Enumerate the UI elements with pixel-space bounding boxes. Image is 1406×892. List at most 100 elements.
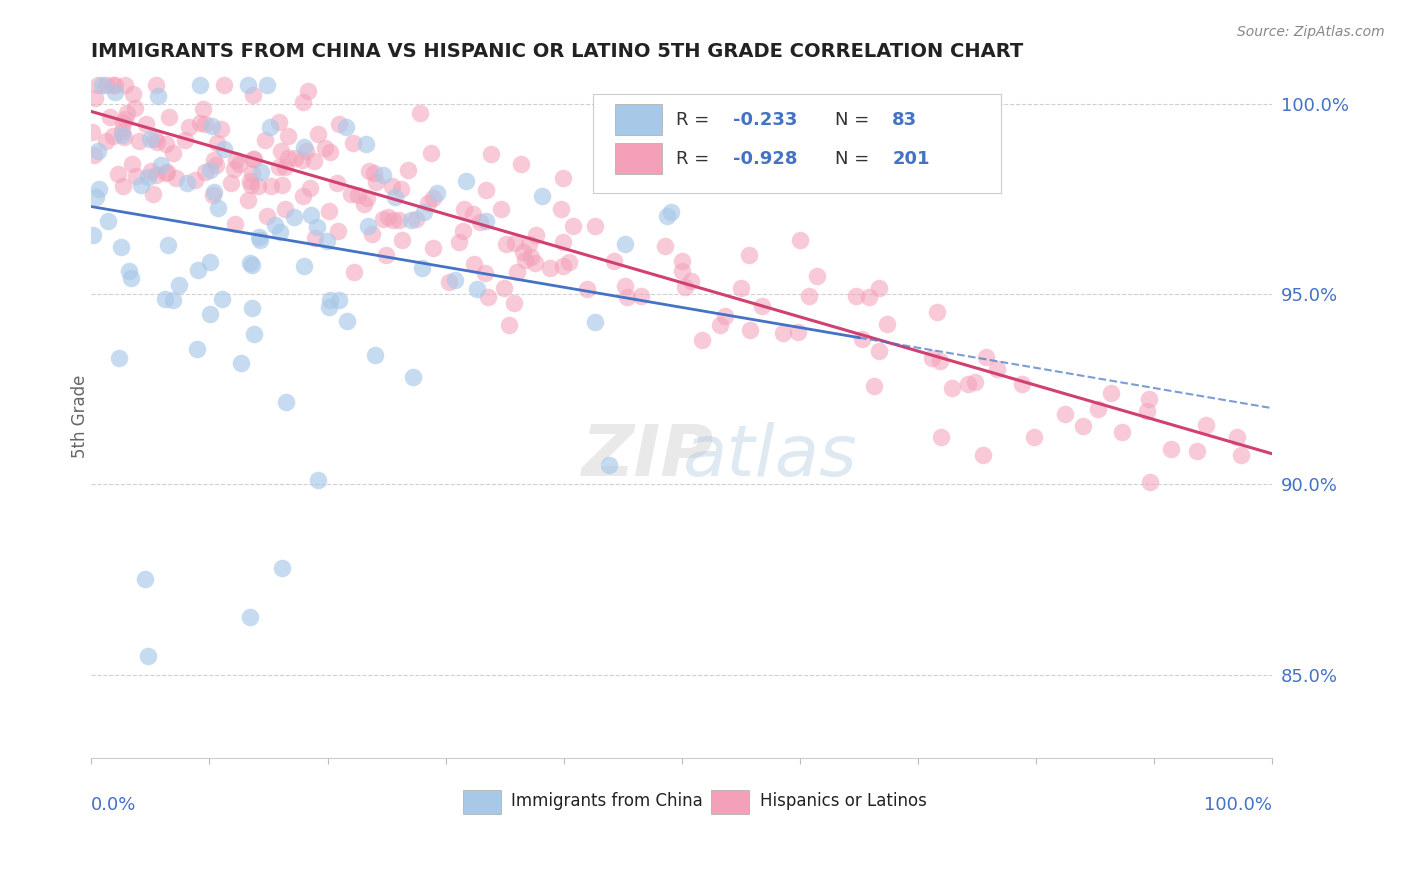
Point: [242, 152, 264, 166]
Point: [246, 178, 269, 193]
Point: [325, 176, 347, 190]
Point: [603, 254, 626, 268]
Point: [176, 176, 198, 190]
Point: [479, 147, 502, 161]
Point: [297, 84, 319, 98]
Point: [925, 305, 948, 319]
Point: [256, 210, 278, 224]
Point: [671, 253, 693, 268]
Point: [198, 307, 221, 321]
Text: ZIP: ZIP: [582, 423, 714, 491]
Point: [851, 332, 873, 346]
Point: [1053, 407, 1076, 421]
Point: [576, 282, 599, 296]
Point: [1011, 377, 1033, 392]
Point: [270, 145, 292, 159]
Point: [198, 255, 221, 269]
Point: [202, 185, 225, 199]
Point: [294, 144, 316, 158]
Point: [377, 210, 399, 224]
Point: [165, 170, 187, 185]
Point: [111, 179, 134, 194]
Point: [207, 201, 229, 215]
Point: [318, 203, 340, 218]
Point: [267, 161, 290, 175]
Point: [277, 129, 299, 144]
Point: [399, 212, 422, 227]
Point: [103, 129, 125, 144]
Point: [789, 234, 811, 248]
Point: [242, 88, 264, 103]
Point: [202, 153, 225, 167]
Point: [342, 136, 364, 150]
Text: N =: N =: [835, 150, 876, 168]
Point: [381, 178, 404, 193]
Point: [222, 162, 245, 177]
Point: [186, 263, 208, 277]
Point: [371, 212, 394, 227]
Point: [299, 208, 322, 222]
Point: [194, 117, 217, 131]
Text: 0.0%: 0.0%: [91, 796, 136, 814]
Text: Immigrants from China: Immigrants from China: [510, 792, 703, 810]
Point: [598, 458, 620, 472]
Point: [94, 78, 117, 92]
Point: [474, 183, 496, 197]
Point: [657, 209, 679, 223]
Point: [302, 153, 325, 168]
Point: [690, 333, 713, 347]
Point: [80, 126, 103, 140]
Point: [134, 573, 156, 587]
Point: [145, 78, 167, 92]
Point: [129, 178, 152, 192]
Text: R =: R =: [676, 111, 716, 129]
Point: [212, 78, 235, 92]
Point: [148, 88, 170, 103]
Point: [194, 165, 217, 179]
Point: [467, 282, 489, 296]
Text: IMMIGRANTS FROM CHINA VS HISPANIC OR LATINO 5TH GRADE CORRELATION CHART: IMMIGRANTS FROM CHINA VS HISPANIC OR LAT…: [91, 42, 1024, 61]
Point: [219, 176, 242, 190]
Point: [86, 78, 108, 92]
Point: [492, 280, 515, 294]
Point: [184, 172, 207, 186]
Point: [84, 91, 107, 105]
Point: [314, 141, 336, 155]
Point: [513, 253, 536, 268]
Point: [382, 213, 405, 227]
Point: [524, 228, 547, 243]
Point: [143, 131, 166, 145]
Point: [335, 120, 357, 135]
Point: [114, 112, 136, 127]
Point: [538, 260, 561, 275]
Point: [419, 145, 441, 160]
Point: [318, 301, 340, 315]
Point: [1160, 442, 1182, 457]
Point: [531, 189, 554, 203]
Point: [858, 290, 880, 304]
Point: [396, 163, 419, 178]
Text: -0.928: -0.928: [733, 150, 797, 168]
Point: [115, 106, 138, 120]
Point: [145, 169, 167, 183]
Point: [489, 202, 512, 216]
Point: [340, 187, 363, 202]
Point: [510, 156, 533, 170]
Point: [613, 237, 636, 252]
Point: [139, 132, 162, 146]
Point: [986, 362, 1008, 376]
Point: [477, 290, 499, 304]
Point: [551, 259, 574, 273]
Point: [1099, 386, 1122, 401]
Point: [506, 265, 529, 279]
Point: [354, 136, 377, 151]
Point: [239, 178, 262, 192]
Point: [1137, 392, 1160, 406]
Point: [304, 231, 326, 245]
Point: [107, 167, 129, 181]
Point: [292, 259, 315, 273]
Point: [162, 145, 184, 160]
Point: [738, 248, 761, 262]
Point: [389, 181, 412, 195]
Point: [388, 212, 411, 227]
